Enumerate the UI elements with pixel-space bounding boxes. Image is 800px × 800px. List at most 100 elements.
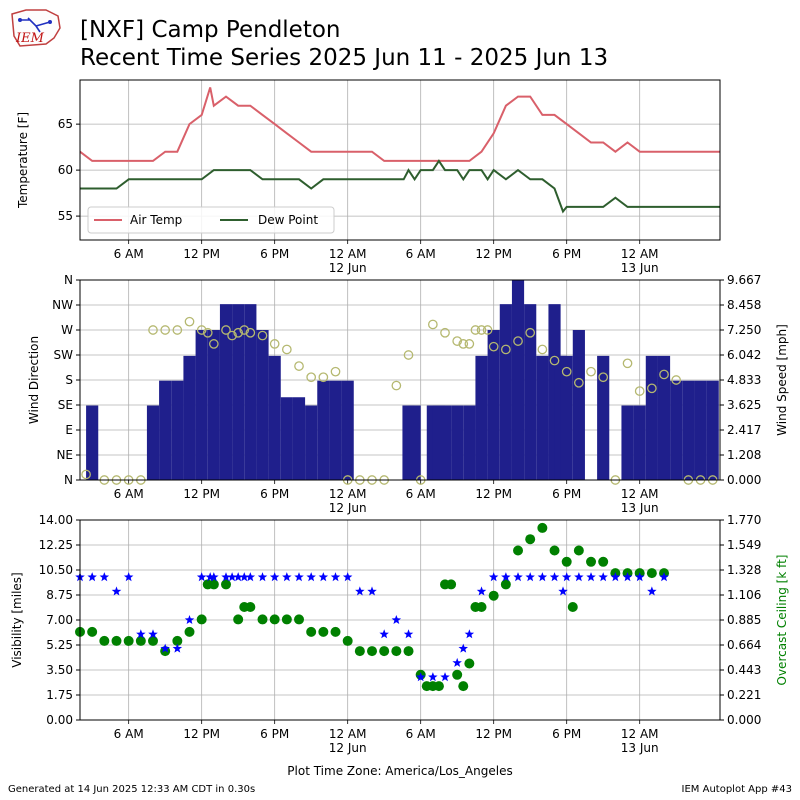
wind-speed-bar [451, 405, 464, 480]
x-tick-label: 12 PM [183, 247, 220, 261]
wind-direction-point [221, 325, 231, 335]
ceiling-point [99, 635, 110, 646]
visibility-point [391, 615, 402, 624]
ceiling-point [221, 579, 232, 590]
x-tick-label: 12 PM [475, 247, 512, 261]
visibility-point [586, 572, 596, 582]
ceiling-point [586, 556, 597, 567]
visibility-point [342, 572, 353, 582]
x-tick-label: 6 PM [552, 247, 581, 261]
wind-speed-bar [341, 380, 354, 480]
visibility-point [647, 586, 657, 596]
visibility-point [355, 586, 365, 596]
y-axis-label-temperature: Temperature [F] [16, 112, 30, 209]
wind-direction-point [281, 344, 292, 355]
ceiling-point [598, 556, 609, 567]
dew-point-line [80, 159, 720, 214]
visibility-point [306, 572, 316, 582]
y-axis-label-wind-direction: Wind Direction [27, 336, 41, 424]
plot-frame [79, 279, 721, 481]
wind-direction-point [501, 344, 511, 355]
chart-title-station: [NXF] Camp Pendleton [80, 17, 341, 43]
wind-speed-bar [524, 304, 537, 480]
wind-speed-bar [159, 380, 172, 480]
visibility-tick-label: 12.25 [39, 538, 73, 552]
wind-speed-bar [183, 355, 196, 480]
visibility-point [184, 615, 195, 624]
visibility-tick-label: 1.75 [46, 688, 73, 702]
ceiling-point [306, 626, 317, 637]
wind-direction-point [647, 383, 657, 394]
direction-tick-label: NE [56, 448, 73, 462]
wind-speed-bar [207, 330, 220, 480]
speed-tick-label: 7.250 [727, 323, 761, 337]
x-tick-sublabel: 12 Jun [329, 741, 367, 755]
speed-tick-label: 1.208 [727, 448, 761, 462]
chart-title-range: Recent Time Series 2025 Jun 11 - 2025 Ju… [80, 45, 609, 71]
visibility-tick-label: 10.50 [39, 563, 73, 577]
visibility-point [123, 572, 134, 582]
x-tick-sublabel: 12 Jun [329, 501, 367, 515]
visibility-point [269, 572, 280, 582]
ceiling-tick-label: 0.443 [727, 663, 761, 677]
wind-direction-point [586, 366, 596, 377]
x-tick-label: 12 AM [329, 727, 367, 741]
x-tick-label: 6 AM [114, 247, 144, 261]
x-tick-label: 6 AM [406, 487, 436, 501]
visibility-point [561, 572, 572, 582]
visibility-point [294, 572, 304, 582]
ceiling-point [464, 658, 475, 669]
visibility-point [574, 572, 584, 582]
ceiling-point [281, 614, 292, 625]
ceiling-point [391, 646, 402, 657]
ceiling-point [561, 556, 572, 567]
wind-direction-point [184, 316, 195, 327]
x-tick-label: 6 PM [552, 487, 581, 501]
ceiling-point [476, 602, 487, 613]
ceiling-point [537, 522, 548, 533]
ceiling-point [458, 681, 469, 692]
direction-tick-label: W [61, 323, 73, 337]
x-tick-sublabel: 12 Jun [329, 261, 367, 275]
ceiling-point [294, 614, 305, 625]
visibility-point [282, 572, 292, 582]
speed-tick-label: 6.042 [727, 348, 761, 362]
wind-speed-bar [597, 355, 610, 480]
visibility-point [87, 572, 97, 582]
wind-direction-point [269, 339, 280, 349]
visibility-point [136, 629, 146, 639]
visibility-tick-label: 8.75 [46, 588, 73, 602]
visibility-point [196, 572, 207, 582]
speed-tick-label: 4.833 [727, 373, 761, 387]
ceiling-tick-label: 0.221 [727, 688, 761, 702]
x-tick-label: 6 PM [260, 487, 289, 501]
ceiling-tick-label: 1.549 [727, 538, 761, 552]
visibility-point [239, 572, 249, 582]
wind-direction-point [318, 372, 329, 383]
visibility-point [440, 672, 450, 682]
ceiling-tick-label: 0.664 [727, 638, 761, 652]
iem-logo: IEM [11, 9, 61, 47]
footer-generated: Generated at 14 Jun 2025 12:33 AM CDT in… [8, 784, 256, 795]
visibility-point [367, 586, 377, 596]
ceiling-point [500, 579, 511, 590]
ceiling-point [646, 568, 657, 579]
wind-speed-bar [146, 405, 160, 480]
wind-speed-bar [86, 405, 99, 480]
x-tick-label: 12 PM [183, 727, 220, 741]
y-axis-label-ceiling: Overcast Ceiling [k ft] [775, 555, 789, 686]
visibility-point [537, 572, 548, 582]
ceiling-point [452, 669, 463, 680]
direction-tick-label: S [65, 373, 73, 387]
visibility-point [318, 572, 329, 582]
visibility-point [598, 572, 608, 582]
wind-direction-point [470, 325, 481, 335]
ceiling-point [172, 635, 183, 646]
wind-speed-bar [438, 405, 452, 480]
visibility-point [452, 657, 462, 667]
direction-tick-label: N [64, 273, 73, 287]
speed-tick-label: 2.417 [727, 423, 761, 437]
